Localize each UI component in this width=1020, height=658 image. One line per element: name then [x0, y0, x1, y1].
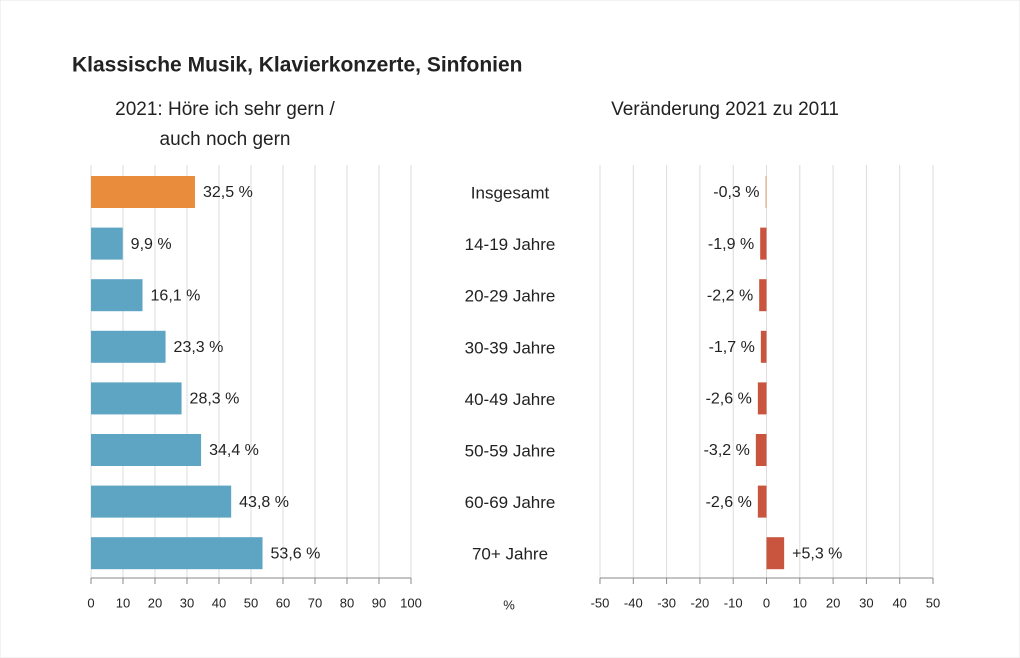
bar: [91, 330, 166, 363]
x-tick-label: 70: [308, 595, 322, 610]
x-tick-label: -10: [724, 595, 743, 610]
x-tick-label: 20: [148, 595, 162, 610]
value-label: 9,9 %: [131, 236, 172, 253]
value-label: 23,3 %: [174, 339, 224, 356]
bar: [757, 382, 767, 415]
category-label: 50-59 Jahre: [465, 441, 556, 460]
x-tick-label: 80: [340, 595, 354, 610]
bar: [757, 485, 767, 518]
panel-subtitle: Veränderung 2021 zu 2011: [611, 99, 839, 120]
value-label: -3,2 %: [704, 442, 750, 459]
bar: [759, 279, 767, 312]
bar: [91, 176, 195, 208]
x-tick-label: 90: [372, 595, 386, 610]
category-label: 40-49 Jahre: [465, 390, 556, 409]
axis-unit: %: [503, 597, 515, 612]
bar: [765, 176, 767, 208]
panel-subtitle: auch noch gern: [160, 129, 291, 150]
value-label: -2,6 %: [706, 494, 752, 511]
x-tick-label: -50: [591, 595, 610, 610]
bar: [91, 485, 232, 518]
category-label: 14-19 Jahre: [465, 235, 556, 254]
category-label: Insgesamt: [471, 183, 550, 202]
value-label: 53,6 %: [271, 545, 321, 562]
bar: [91, 279, 143, 312]
x-tick-label: 40: [212, 595, 226, 610]
x-tick-label: 40: [892, 595, 906, 610]
value-label: 28,3 %: [190, 391, 240, 408]
panel-subtitle: 2021: Höre ich sehr gern /: [115, 99, 335, 120]
bar: [91, 382, 182, 415]
value-label: -0,3 %: [713, 184, 759, 201]
bar: [755, 434, 767, 466]
value-label: -1,9 %: [708, 236, 754, 253]
x-tick-label: 20: [826, 595, 840, 610]
category-label: 70+ Jahre: [472, 545, 548, 564]
x-tick-label: -30: [657, 595, 676, 610]
value-label: -1,7 %: [709, 339, 755, 356]
category-label: 20-29 Jahre: [465, 287, 556, 306]
bar: [766, 537, 785, 570]
x-tick-label: 0: [87, 595, 94, 610]
value-label: +5,3 %: [792, 545, 842, 562]
x-tick-label: 10: [116, 595, 130, 610]
chart-title: Klassische Musik, Klavierkonzerte, Sinfo…: [72, 54, 523, 77]
value-label: 34,4 %: [209, 442, 259, 459]
x-tick-label: 10: [793, 595, 807, 610]
x-tick-label: 0: [763, 595, 770, 610]
bar: [91, 227, 123, 260]
x-tick-label: -40: [624, 595, 643, 610]
value-label: -2,6 %: [706, 391, 752, 408]
value-label: 16,1 %: [151, 287, 201, 304]
value-label: 43,8 %: [239, 494, 289, 511]
x-tick-label: -20: [691, 595, 710, 610]
x-tick-label: 30: [180, 595, 194, 610]
bar: [760, 330, 767, 363]
bar: [91, 434, 202, 466]
x-tick-label: 100: [400, 595, 422, 610]
bar: [760, 227, 767, 260]
x-tick-label: 50: [244, 595, 258, 610]
category-label: 60-69 Jahre: [465, 493, 556, 512]
x-tick-label: 50: [926, 595, 940, 610]
value-label: -2,2 %: [707, 287, 753, 304]
x-tick-label: 30: [859, 595, 873, 610]
x-tick-label: 60: [276, 595, 290, 610]
bar: [91, 537, 263, 570]
value-label: 32,5 %: [203, 184, 253, 201]
category-label: 30-39 Jahre: [465, 338, 556, 357]
